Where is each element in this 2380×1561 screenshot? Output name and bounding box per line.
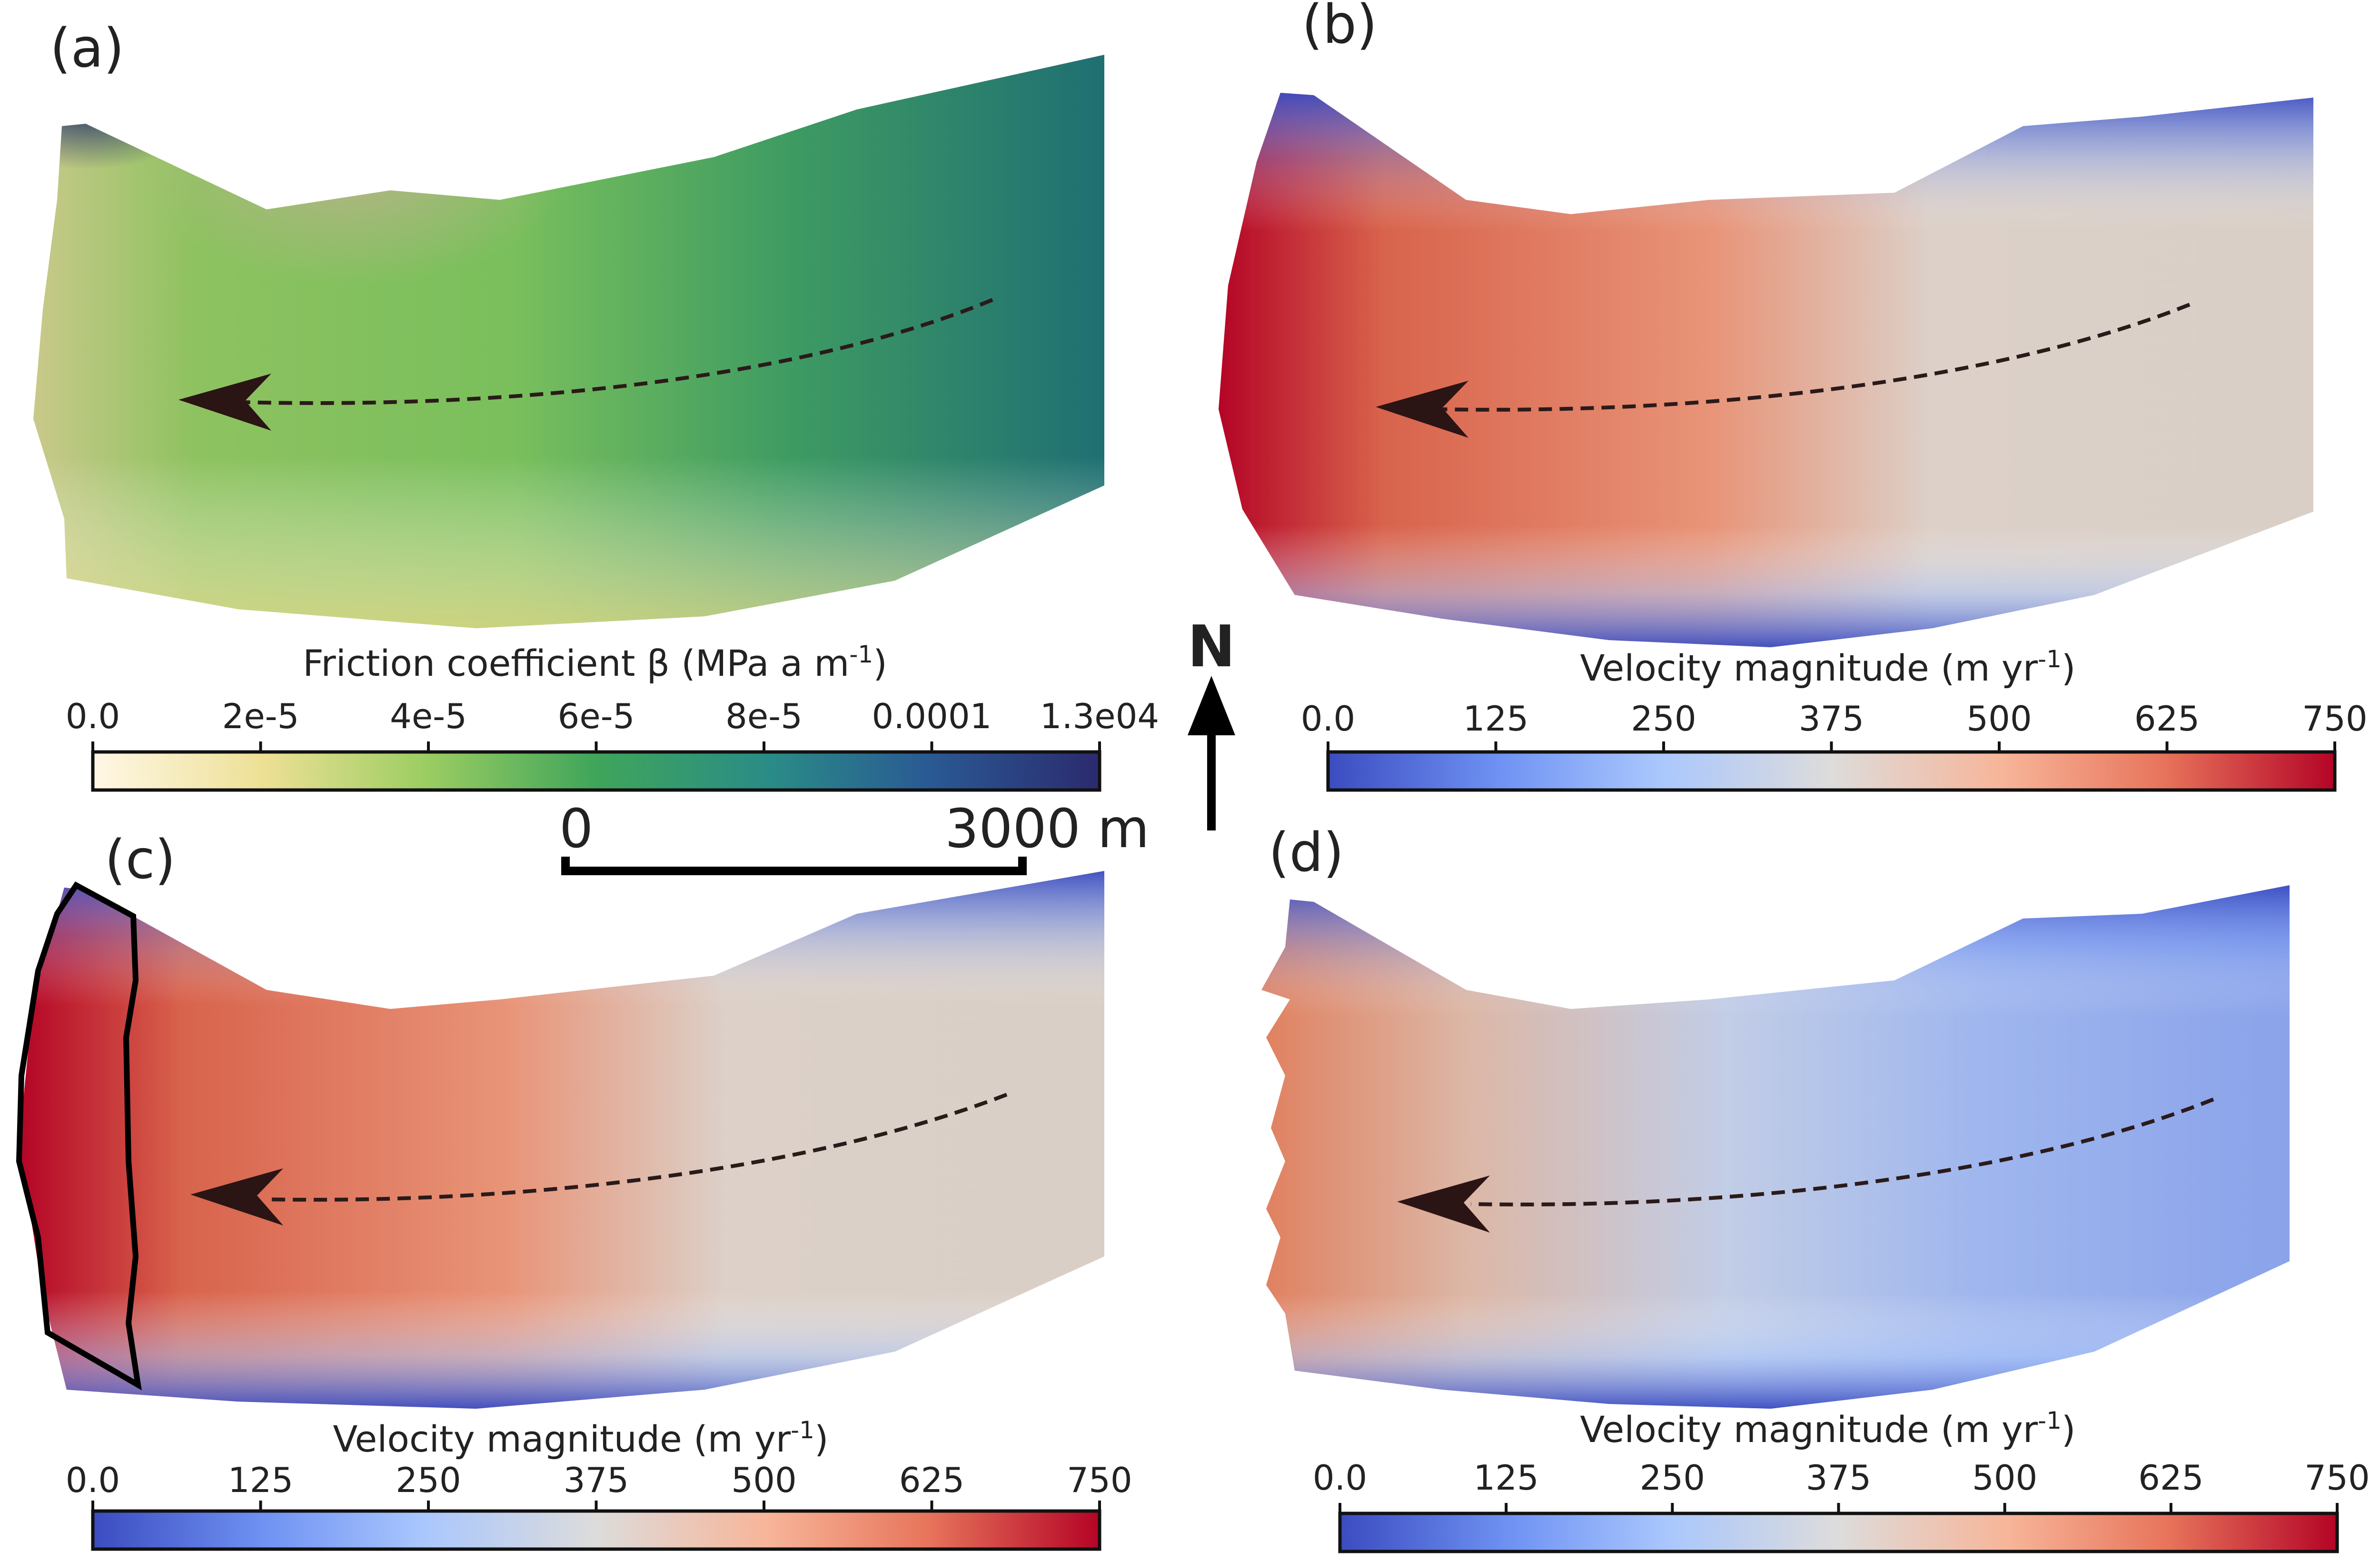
colorbar-tick-label: 250 — [1631, 699, 1696, 739]
velocity-map-d — [1261, 885, 2290, 1409]
scale-end-label: 3000 m — [945, 798, 1150, 860]
colorbar-title-a: Friction coefficient β (MPa a m-1) — [303, 641, 887, 684]
panel-a: (a) Friction coefficient β (MPa a m-1) 0… — [33, 18, 1159, 792]
colorbar-tick-label: 8e-5 — [725, 696, 803, 736]
velocity-map-c — [19, 871, 1104, 1409]
colorbar-tick-label: 500 — [1972, 1458, 2037, 1498]
flow-path — [242, 298, 993, 405]
colorbar-tick-label: 4e-5 — [390, 696, 467, 736]
colorbar-tick-label: 1.3e04 — [1040, 696, 1159, 736]
colorbar-tick-label: 750 — [2302, 699, 2367, 739]
flow-direction-arrow-icon — [178, 374, 271, 431]
colorbar-title-d: Velocity magnitude (m yr-1) — [1580, 1407, 2075, 1451]
panel-b: (b) Velocity magnitude (m yr-1) 0.0 125 25… — [1219, 0, 2368, 792]
colorbar-tick-label: 0.0 — [66, 696, 120, 736]
colorbar-tick-label: 2e-5 — [222, 696, 299, 736]
colorbar-ticks-d: 0.0 125 250 375 500 625 750 — [1313, 1458, 2370, 1513]
colorbar-title-c: Velocity magnitude (m yr-1) — [333, 1416, 828, 1460]
colorbar-gradient-b — [1326, 750, 2337, 792]
colorbar-tick-label: 750 — [1067, 1460, 1132, 1500]
panel-label-b: (b) — [1302, 0, 1377, 56]
scale-bar-line — [561, 857, 1027, 875]
flow-direction-arrow-icon-c — [190, 1168, 283, 1225]
colorbar-tick-label: 625 — [2134, 699, 2200, 739]
colorbar-tick-label: 125 — [228, 1460, 293, 1500]
panel-c: (c) Velocity magnitude (m yr-1) 0.0 125 25… — [16, 829, 1132, 1551]
colorbar-gradient-c — [91, 1509, 1101, 1551]
scale-bar: 0 3000 m — [559, 798, 1150, 875]
velocity-map-b — [1219, 93, 2313, 647]
colorbar-tick-label: 0.0 — [1301, 699, 1356, 739]
friction-map — [33, 55, 1104, 628]
colorbar-tick-label: 625 — [899, 1460, 964, 1500]
colorbar-tick-label: 750 — [2304, 1458, 2370, 1498]
colorbar-tick-label: 375 — [564, 1460, 629, 1500]
panel-label-a: (a) — [50, 18, 124, 79]
flow-path-b — [1442, 303, 2191, 412]
flow-path-c — [266, 1093, 1008, 1202]
colorbar-tick-label: 375 — [1799, 699, 1864, 739]
colorbar-tick-label: 125 — [1473, 1458, 1538, 1498]
panel-label-c: (c) — [105, 829, 176, 891]
colorbar-tick-label: 0.0 — [1313, 1458, 1368, 1498]
calving-front-region-outline — [16, 881, 142, 1391]
panel-label-d: (d) — [1269, 822, 1344, 884]
flow-path-d — [1470, 1097, 2214, 1206]
colorbar-b: Velocity magnitude (m yr-1) 0.0 125 250 375… — [1301, 645, 2368, 792]
colorbar-gradient-a — [91, 750, 1101, 792]
colorbar-tick-label: 250 — [396, 1460, 461, 1500]
colorbar-ticks-c: 0.0 125 250 375 500 625 750 — [66, 1460, 1132, 1511]
north-arrow: N — [1188, 614, 1235, 830]
colorbar-d: Velocity magnitude (m yr-1) 0.0 125 250 375… — [1313, 1407, 2370, 1553]
colorbar-c: Velocity magnitude (m yr-1) 0.0 125 250 375… — [66, 1416, 1132, 1551]
colorbar-a: Friction coefficient β (MPa a m-1) 0.0 2e… — [66, 641, 1159, 792]
colorbar-tick-label: 250 — [1640, 1458, 1705, 1498]
colorbar-tick-label: 125 — [1463, 699, 1528, 739]
colorbar-tick-label: 500 — [1966, 699, 2032, 739]
panel-d: (d) Velocity magnitude (m yr-1) 0.0 125 25… — [1261, 822, 2370, 1553]
north-arrow-icon — [1188, 676, 1235, 735]
flow-direction-arrow-icon-b — [1376, 381, 1468, 438]
north-label: N — [1188, 614, 1235, 680]
flow-direction-arrow-icon-d — [1397, 1176, 1490, 1233]
colorbar-tick-label: 375 — [1806, 1458, 1871, 1498]
colorbar-tick-label: 625 — [2138, 1458, 2203, 1498]
colorbar-tick-label: 0.0001 — [872, 696, 992, 736]
colorbar-ticks-a: 0.0 2e-5 4e-5 6e-5 8e-5 0.0001 1.3e04 — [66, 696, 1159, 752]
colorbar-title-b: Velocity magnitude (m yr-1) — [1580, 645, 2075, 689]
scale-start-label: 0 — [559, 798, 593, 860]
colorbar-gradient-d — [1338, 1512, 2339, 1553]
colorbar-ticks-b: 0.0 125 250 375 500 625 750 — [1301, 699, 2368, 752]
colorbar-tick-label: 0.0 — [66, 1460, 120, 1500]
colorbar-tick-label: 6e-5 — [558, 696, 635, 736]
colorbar-tick-label: 500 — [731, 1460, 796, 1500]
